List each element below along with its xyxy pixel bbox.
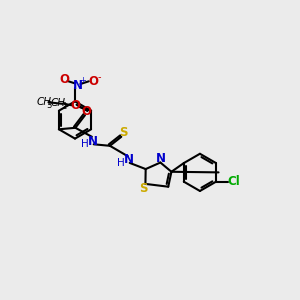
Text: CH: CH (36, 97, 51, 107)
Text: O: O (59, 73, 69, 86)
Text: N: N (156, 152, 166, 165)
Text: N: N (124, 153, 134, 167)
Text: 3: 3 (47, 101, 52, 110)
Text: Cl: Cl (227, 175, 240, 188)
Text: O: O (82, 104, 92, 118)
Text: O: O (70, 99, 80, 112)
Text: S: S (140, 182, 148, 195)
Text: CH: CH (51, 98, 66, 108)
Text: N: N (72, 79, 82, 92)
Text: -: - (98, 72, 101, 82)
Text: H: H (117, 158, 125, 168)
Text: S: S (119, 126, 127, 139)
Text: H: H (81, 139, 89, 149)
Text: +: + (80, 76, 86, 85)
Text: N: N (88, 135, 98, 148)
Text: 2: 2 (61, 102, 67, 111)
Text: O: O (88, 75, 98, 88)
